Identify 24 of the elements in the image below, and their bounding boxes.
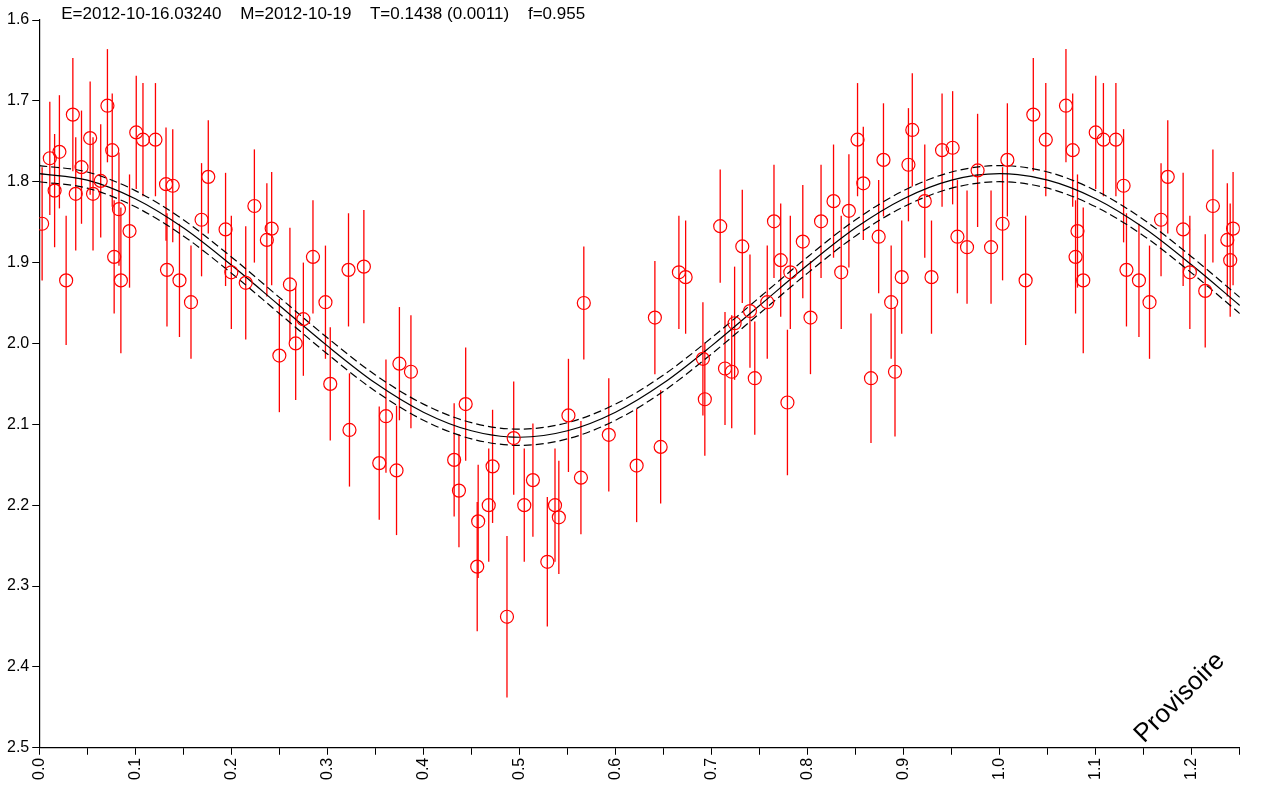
y-tick-label: 2.1	[6, 414, 30, 432]
y-tick-label: 1.8	[6, 172, 30, 190]
y-tick-label: 1.7	[6, 91, 30, 109]
x-tick-label: 0.1	[125, 757, 143, 781]
x-tick-label: 0.8	[798, 757, 816, 781]
x-tick-label: 0.3	[317, 757, 335, 781]
y-tick-label: 1.6	[6, 10, 30, 28]
y-tick-label: 2.4	[6, 657, 30, 675]
x-tick-label: 0.6	[605, 757, 623, 781]
y-tick-label: 1.9	[6, 252, 30, 270]
x-tick-label: 1.0	[990, 757, 1008, 781]
x-tick-label: 1.1	[1086, 757, 1104, 781]
x-tick-label: 0.0	[29, 757, 47, 781]
y-tick-label: 2.0	[6, 333, 30, 351]
chart-title: E=2012-10-16.03240 M=2012-10-19 T=0.1438 (0.0011) f=0.955	[61, 3, 586, 23]
x-tick-label: 0.4	[413, 757, 431, 781]
y-tick-label: 2.2	[6, 495, 30, 513]
y-tick-label: 2.3	[6, 576, 30, 594]
x-tick-label: 1.2	[1182, 757, 1200, 781]
x-tick-label: 0.9	[894, 757, 912, 781]
y-tick-label: 2.5	[6, 738, 30, 756]
x-tick-label: 0.5	[509, 757, 527, 781]
x-tick-label: 0.2	[221, 757, 239, 781]
x-tick-label: 0.7	[701, 757, 719, 781]
